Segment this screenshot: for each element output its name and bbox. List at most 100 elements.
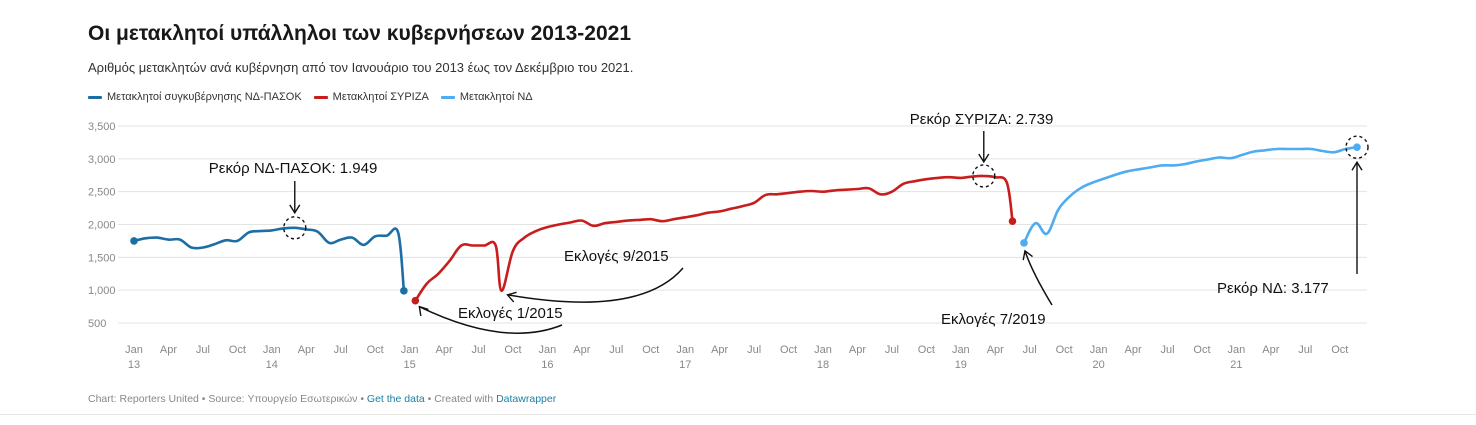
y-axis: 500 1,000 1,500 2,000 2,500 3,000 3,500: [88, 121, 116, 330]
y-tick-label: 2,000: [88, 220, 116, 232]
annotation-arrowhead: [289, 204, 301, 215]
x-tick-label: Jul: [334, 344, 348, 356]
x-tick-label: Oct: [1331, 344, 1348, 356]
y-tick-label: 3,500: [88, 121, 116, 133]
series-lines: [132, 145, 1359, 302]
gridlines: [118, 125, 1367, 324]
series-line-nd: [1022, 145, 1359, 245]
legend-label-nd-pasok: Μετακλητοί συγκυβέρνησης ΝΔ-ΠΑΣΟΚ: [107, 91, 302, 103]
x-tick-label: Jan: [539, 344, 557, 356]
x-tick-label: Apr: [160, 344, 177, 356]
annotation-label: Εκλογές 7/2019: [941, 311, 1046, 328]
x-tick-label: Jul: [747, 344, 761, 356]
annotation-arrowhead: [1351, 160, 1363, 171]
x-tick-label: Jan: [1228, 344, 1246, 356]
record-highlight-ring: [972, 164, 996, 188]
annotation-label: Ρεκόρ ΣΥΡΙΖΑ: 2.739: [910, 111, 1054, 128]
endpoint-marker: [1353, 143, 1361, 152]
record-highlight-ring: [283, 216, 307, 240]
annotation-arrowhead: [1022, 249, 1033, 261]
x-axis: Jan 13 Apr Jul Oct Jan 14 Apr Jul Oct Jan 15 Apr Jul O…: [125, 344, 1348, 371]
annotation-arrow: [1024, 250, 1053, 306]
x-tick-label: Jan: [125, 344, 143, 356]
x-tick-label: Apr: [987, 344, 1004, 356]
x-tick-label: Jan: [1090, 344, 1108, 356]
x-tick-label: Apr: [573, 344, 590, 356]
legend-swatch-syriza: [313, 95, 328, 99]
x-tick-label: Oct: [504, 344, 521, 356]
x-tick-label: Apr: [435, 344, 452, 356]
x-tick-label: Jul: [1160, 344, 1174, 356]
x-tick-label: Apr: [711, 344, 728, 356]
x-tick-label: Jan: [401, 344, 419, 356]
y-tick-label: 1,500: [88, 252, 116, 264]
x-tick-label: Jul: [196, 344, 210, 356]
x-tick-year-label: 18: [817, 359, 829, 371]
annotation-label: Ρεκόρ ΝΔ: 3.177: [1217, 280, 1329, 297]
x-tick-label: Jul: [1023, 344, 1037, 356]
series-line-nd-pasok: [132, 226, 406, 293]
x-tick-label: Jul: [885, 344, 899, 356]
annotation-label: Εκλογές 9/2015: [564, 248, 669, 265]
x-tick-label: Apr: [1125, 344, 1142, 356]
annotation-arrow: [507, 267, 684, 303]
y-tick-label: 2,500: [88, 187, 116, 199]
x-tick-label: Oct: [918, 344, 935, 356]
endpoint-marker: [1020, 239, 1028, 247]
legend-item-nd-pasok: Μετακλητοί συγκυβέρνησης ΝΔ-ΠΑΣΟΚ: [88, 91, 302, 103]
annotation-arrowhead: [506, 291, 517, 303]
x-tick-label: Oct: [367, 344, 384, 356]
x-tick-label: Jan: [676, 344, 694, 356]
x-tick-label: Oct: [229, 344, 246, 356]
annotation-label: Ρεκόρ ΝΔ-ΠΑΣΟΚ: 1.949: [209, 160, 378, 177]
x-tick-label: Oct: [1056, 344, 1073, 356]
x-tick-year-label: 19: [955, 359, 967, 371]
annotation-arrowhead: [978, 153, 990, 164]
x-tick-year-label: 16: [541, 359, 553, 371]
series-line-syriza: [414, 174, 1014, 302]
x-tick-label: Apr: [1262, 344, 1279, 356]
x-tick-label: Apr: [849, 344, 866, 356]
line-chart: 500 1,000 1,500 2,000 2,500 3,000 3,500 Jan 13 A…: [88, 111, 1369, 371]
annotations: Ρεκόρ ΝΔ-ΠΑΣΟΚ: 1.949 Ρεκόρ ΣΥΡΙΖΑ: 2.739…: [209, 111, 1369, 334]
endpoint-marker: [400, 287, 408, 295]
x-tick-year-label: 21: [1230, 359, 1242, 371]
endpoint-marker: [1008, 217, 1017, 226]
footer-divider: [0, 414, 1476, 415]
annotation-arrow: [419, 305, 563, 334]
annotation-label: Εκλογές 1/2015: [458, 305, 563, 322]
x-tick-year-label: 15: [403, 359, 415, 371]
legend-swatch-nd: [440, 95, 455, 99]
legend-swatch-nd-pasok: [88, 95, 102, 99]
y-tick-label: 500: [88, 318, 106, 330]
footer-credit: Chart: Reporters United • Source: Υπουργ…: [88, 393, 367, 405]
legend-label-nd: Μετακλητοί ΝΔ: [459, 91, 533, 103]
legend-item-syriza: Μετακλητοί ΣΥΡΙΖΑ: [313, 91, 429, 103]
x-tick-label: Apr: [298, 344, 315, 356]
x-tick-label: Jan: [263, 344, 281, 356]
footer-separator: • Created with: [424, 393, 497, 405]
endpoint-marker: [411, 296, 420, 305]
chart-title: Οι μετακλητοί υπάλληλοι των κυβερνήσεων …: [88, 22, 632, 45]
x-tick-label: Jan: [952, 344, 970, 356]
y-tick-label: 3,000: [88, 154, 116, 166]
chart-subtitle: Αριθμός μετακλητών ανά κυβέρνηση από τον…: [88, 60, 634, 75]
x-tick-year-label: 20: [1092, 359, 1104, 371]
y-tick-label: 1,000: [88, 285, 116, 297]
x-tick-label: Jul: [471, 344, 485, 356]
datawrapper-link[interactable]: Datawrapper: [496, 393, 557, 405]
legend-label-syriza: Μετακλητοί ΣΥΡΙΖΑ: [332, 91, 429, 103]
x-tick-label: Jan: [814, 344, 832, 356]
endpoint-markers: [130, 143, 1361, 305]
x-tick-year-label: 17: [679, 359, 691, 371]
x-tick-label: Oct: [1193, 344, 1210, 356]
endpoint-marker: [130, 237, 138, 245]
x-tick-year-label: 13: [128, 359, 140, 371]
x-tick-label: Jul: [609, 344, 623, 356]
chart-footer: Chart: Reporters United • Source: Υπουργ…: [88, 393, 556, 405]
x-tick-label: Jul: [1298, 344, 1312, 356]
x-tick-label: Oct: [642, 344, 659, 356]
get-the-data-link[interactable]: Get the data: [366, 393, 425, 405]
annotation-arrowhead: [418, 305, 429, 317]
x-tick-year-label: 14: [266, 359, 278, 371]
